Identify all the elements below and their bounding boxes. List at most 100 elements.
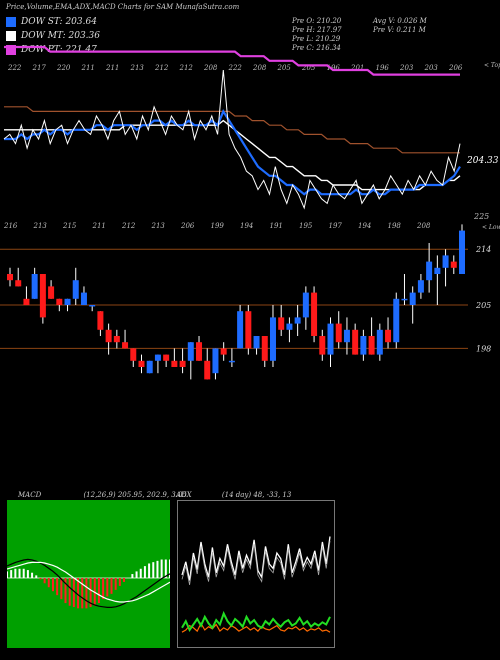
bottom-tick-label: 208 (416, 222, 431, 230)
top-tick-label: 222 (228, 64, 243, 72)
top-tick-label: 217 (32, 64, 47, 72)
ema-short-line (4, 109, 461, 196)
bottom-tick-label: 212 (121, 222, 136, 230)
bottom-tick-label: 197 (329, 222, 343, 230)
legend-swatch-pt (6, 45, 16, 55)
legend-dow-mt: DOW MT: 203.36 (6, 31, 100, 41)
top-tick-label: 222 (7, 64, 22, 72)
stat-pre-volume: Pre V: 0.211 M (373, 26, 426, 34)
stat-avg-volume: Avg V: 0.026 M (373, 17, 427, 25)
axis-tag: 225 (473, 212, 489, 221)
stat-pre-low: Pre L: 210.29 (292, 35, 341, 43)
top-tick-label: 213 (130, 64, 145, 72)
candle-body (187, 342, 194, 361)
minus-di-line (181, 622, 331, 633)
candle-body (327, 323, 334, 355)
price-level-label: 214 (475, 245, 491, 254)
bottom-tick-label: 195 (299, 222, 313, 230)
candle-body (220, 348, 227, 355)
candle-body (302, 292, 309, 318)
candle-body (196, 342, 203, 361)
adx-params: (14 day) 48, -33, 13 (221, 491, 292, 499)
top-tick-label: 212 (179, 64, 194, 72)
candle-body (204, 360, 211, 380)
candle-body (7, 274, 13, 281)
candle-body (130, 348, 137, 361)
candle-body (122, 342, 129, 349)
candle-body (154, 354, 161, 361)
top-tick-label: 205 (277, 64, 292, 72)
adx-panel (177, 500, 335, 648)
legend-label: DOW ST: 203.64 (21, 17, 97, 27)
top-tick-label: 212 (154, 64, 169, 72)
candle-body (163, 354, 170, 361)
candle-body (368, 336, 375, 355)
price-level-label: 205 (475, 301, 491, 310)
plus-di-line (181, 610, 331, 633)
candle-body (237, 311, 244, 349)
top-tick-label: 205 (301, 64, 316, 72)
price-charts-svg: 222 217 220 211 211 213 212 212 208 222 208 205 205 1… (0, 45, 500, 380)
stats-right: Avg V: 0.026 M Pre V: 0.211 M (373, 17, 427, 35)
macd-panel (6, 500, 171, 648)
last-price-label: 204.33 (466, 156, 499, 166)
adx-shadow-line (181, 540, 331, 585)
candle-body (352, 329, 359, 355)
top-tick-label: 203 (399, 64, 414, 72)
candle-body (278, 317, 285, 330)
candle-body (442, 255, 449, 268)
candle-body (401, 298, 408, 301)
candle-body (343, 329, 350, 343)
candle-body (417, 280, 424, 293)
adx-title: ADX (14 day) 48, -33, 13 (176, 491, 291, 499)
ema-pt-line (4, 45, 460, 76)
candle-body (138, 360, 145, 367)
candle-body (426, 261, 433, 281)
bottom-tick-label: 215 (62, 222, 77, 230)
candle-body (286, 323, 293, 330)
candle-body (31, 274, 38, 299)
candle-body (450, 261, 457, 268)
candle-body (56, 298, 63, 305)
top-tick-label: 208 (203, 64, 218, 72)
top-tick-label: 211 (105, 64, 119, 72)
stat-pre-high: Pre H: 217.97 (292, 26, 342, 34)
candle-body (459, 230, 465, 274)
top-tick-label: 211 (81, 64, 95, 72)
candle-body (409, 292, 416, 305)
adx-svg (181, 536, 331, 633)
candle-body (72, 280, 79, 299)
candle-body (171, 360, 178, 367)
legend-dow-st: DOW ST: 203.64 (6, 17, 97, 27)
bottom-tick-label: 194 (240, 222, 253, 230)
bottom-tick-label: 198 (388, 222, 402, 230)
candle-body (253, 336, 260, 349)
candle-body (294, 317, 301, 324)
bottom-tick-label: 213 (33, 222, 48, 230)
macd-label: MACD (18, 491, 42, 499)
candle-body (146, 360, 153, 374)
price-level-label: 198 (476, 344, 491, 353)
candle-body (245, 311, 252, 349)
candle-body (80, 292, 87, 305)
candle-body (113, 336, 120, 343)
axis-tag: < Lows (482, 224, 500, 231)
top-tick-label: 201 (350, 64, 364, 72)
candle-body (48, 286, 55, 299)
candle-body (97, 311, 104, 330)
candle-body (105, 329, 112, 343)
bottom-tick-label: 194 (358, 222, 371, 230)
candle-body (15, 280, 22, 287)
top-tick-label: 220 (56, 64, 71, 72)
legend-swatch-mt (6, 31, 16, 41)
bottom-tick-label: 213 (151, 222, 166, 230)
top-tick-label: 196 (327, 64, 341, 72)
top-tick-label: 203 (424, 64, 439, 72)
candle-body (385, 329, 392, 343)
candle-body (360, 336, 367, 355)
top-tick-label: 196 (376, 64, 390, 72)
top-tick-label: 208 (252, 64, 267, 72)
candle-body (311, 292, 318, 336)
legend-swatch-st (6, 17, 16, 27)
bottom-tick-label: 211 (92, 222, 106, 230)
